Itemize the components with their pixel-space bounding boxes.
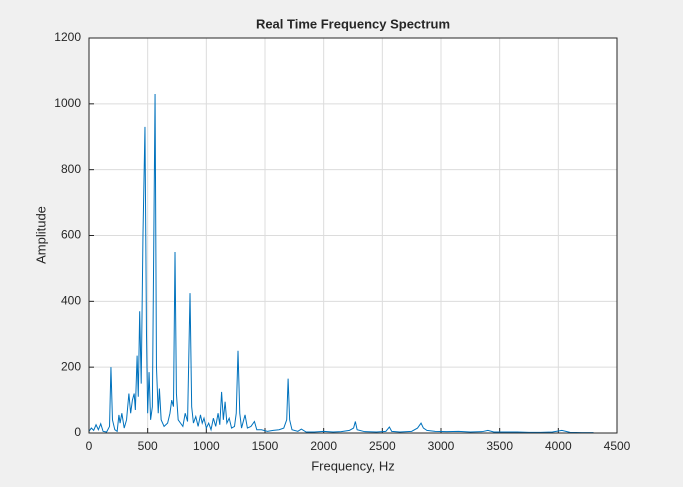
x-axis-label: Frequency, Hz xyxy=(311,458,395,473)
y-tick-label: 800 xyxy=(61,162,81,176)
x-tick-label: 1500 xyxy=(252,439,279,453)
y-tick-label: 0 xyxy=(74,425,81,439)
x-tick-label: 2500 xyxy=(369,439,396,453)
y-tick-label: 600 xyxy=(61,228,81,242)
chart-title: Real Time Frequency Spectrum xyxy=(256,16,450,31)
axes-box xyxy=(88,37,618,434)
y-axis-label: Amplitude xyxy=(33,206,48,264)
x-tick-label: 2000 xyxy=(310,439,337,453)
y-tick-label: 1000 xyxy=(54,96,81,110)
x-tick-label: 0 xyxy=(86,439,93,453)
spectrum-line xyxy=(88,93,594,434)
y-tick-label: 400 xyxy=(61,294,81,308)
y-tick-label: 1200 xyxy=(54,30,81,44)
x-tick-label: 1000 xyxy=(193,439,220,453)
x-tick-label: 3500 xyxy=(486,439,513,453)
x-tick-label: 3000 xyxy=(428,439,455,453)
x-tick-label: 4500 xyxy=(604,439,631,453)
x-tick-label: 500 xyxy=(138,439,158,453)
x-tick-label: 4000 xyxy=(545,439,572,453)
y-tick-label: 200 xyxy=(61,359,81,373)
